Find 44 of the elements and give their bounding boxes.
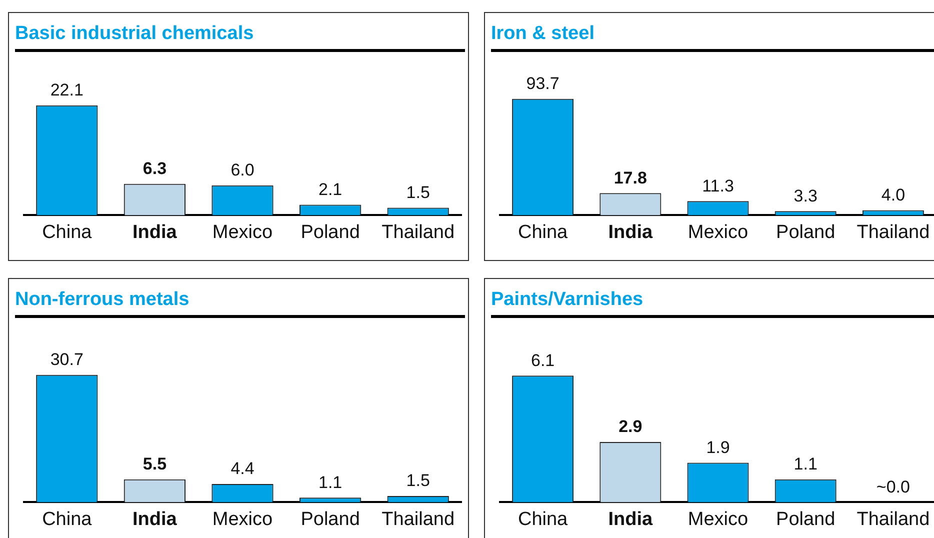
data-label: 4.0 [881,185,906,204]
x-tick-label: India [132,508,178,530]
data-label: 6.3 [142,159,167,178]
x-tick-label: Poland [300,508,360,530]
data-label: 30.7 [50,350,84,370]
data-label: 1.9 [706,438,730,457]
chart-title: Paints/Varnishes [491,289,934,318]
x-tick-label: Mexico [688,222,748,243]
x-tick-label: China [42,508,92,530]
data-label: 5.5 [142,454,167,474]
data-label: 1.1 [318,472,342,492]
x-tick-label: Thailand [856,222,930,243]
x-tick-label: Poland [776,222,836,243]
x-tick-label: Thailand [382,222,455,243]
data-label: 2.1 [318,180,342,199]
x-tick-label: Mexico [212,222,273,243]
x-tick-label: China [518,222,568,243]
x-tick-label: China [518,508,568,530]
x-tick-label: Poland [776,508,836,530]
data-label: 1.5 [406,471,430,490]
data-label: 6.0 [230,160,254,180]
x-tick-label: Thailand [382,508,455,530]
x-tick-label: China [42,222,92,243]
x-tick-label: India [132,222,178,243]
x-tick-label: India [608,222,653,243]
data-label: ~0.0 [876,477,910,496]
chart-title: Basic industrial chemicals [15,23,465,52]
data-label: 11.3 [702,176,734,196]
chart-title: Non-ferrous metals [15,289,465,318]
data-label: 3.3 [794,186,818,206]
data-label: 6.1 [530,350,555,370]
data-label: 4.4 [230,459,254,478]
x-tick-label: India [608,508,653,530]
data-label: 1.1 [794,454,818,474]
data-label: 17.8 [614,168,647,188]
data-label: 93.7 [526,74,560,94]
data-label: 2.9 [618,417,642,436]
data-label: 22.1 [50,80,84,100]
x-tick-label: Poland [300,222,360,243]
chart-title: Iron & steel [491,23,934,52]
data-label: 1.5 [406,182,430,202]
x-tick-label: Mexico [212,508,273,530]
x-tick-label: Thailand [856,508,930,530]
x-tick-label: Mexico [688,508,748,530]
